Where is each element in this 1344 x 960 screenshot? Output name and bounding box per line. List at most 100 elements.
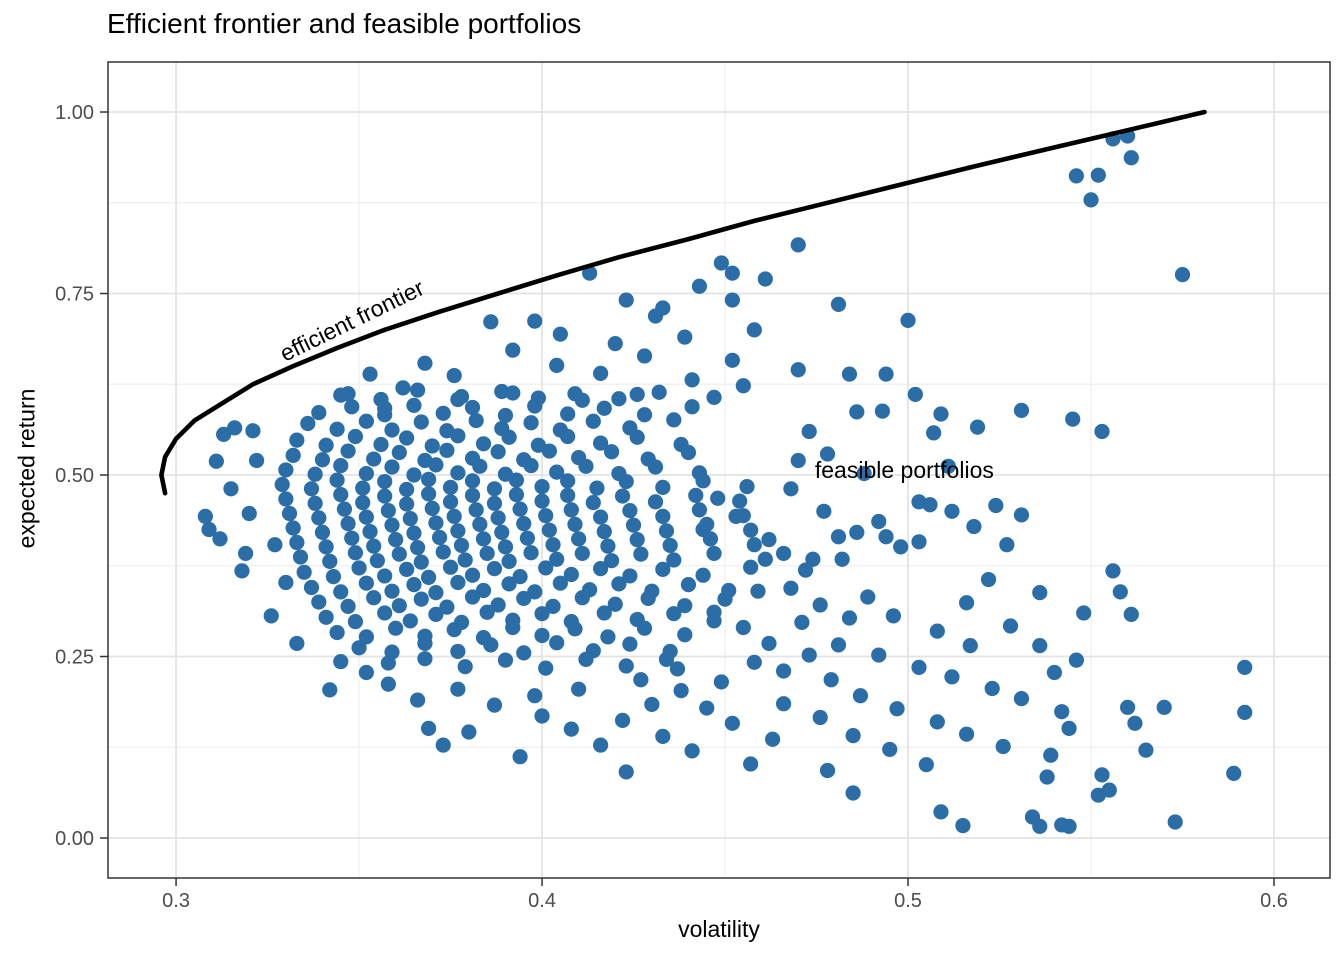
- scatter-point: [300, 415, 316, 432]
- scatter-point: [655, 561, 671, 577]
- scatter-point: [267, 537, 283, 553]
- scatter-point: [560, 473, 576, 489]
- scatter-point: [227, 420, 243, 436]
- scatter-point: [1068, 168, 1084, 184]
- scatter-point: [655, 479, 671, 495]
- scatter-point: [450, 523, 466, 539]
- scatter-point: [435, 405, 451, 421]
- scatter-point: [618, 292, 634, 308]
- scatter-point: [966, 518, 982, 535]
- scatter-point: [549, 551, 565, 567]
- scatter-point: [234, 563, 250, 579]
- scatter-point: [519, 530, 536, 546]
- scatter-point: [647, 459, 664, 475]
- scatter-point: [322, 682, 338, 698]
- scatter-point: [658, 651, 675, 668]
- scatter-point: [706, 613, 722, 629]
- scatter-point: [248, 452, 265, 469]
- scatter-point: [1046, 664, 1063, 681]
- scatter-point: [757, 551, 773, 567]
- scatter-point: [874, 403, 891, 419]
- scatter-point: [761, 532, 777, 548]
- scatter-point: [461, 724, 477, 740]
- scatter-point: [216, 426, 232, 442]
- scatter-point: [735, 508, 751, 524]
- scatter-point: [834, 551, 850, 567]
- x-tick-label: 0.5: [894, 890, 922, 912]
- scatter-point: [538, 508, 554, 524]
- scatter-point: [596, 524, 612, 540]
- scatter-point: [830, 637, 847, 653]
- scatter-point: [593, 365, 609, 381]
- scatter-point: [399, 561, 415, 577]
- scatter-point: [413, 554, 429, 570]
- scatter-point: [571, 681, 587, 697]
- scatter-point: [830, 296, 847, 313]
- scatter-point: [475, 582, 492, 599]
- scatter-point: [486, 495, 503, 511]
- scatter-point: [311, 510, 327, 526]
- scatter-point: [238, 545, 254, 562]
- scatter-point: [501, 553, 517, 570]
- scatter-point: [450, 643, 466, 660]
- scatter-point: [549, 635, 565, 651]
- scatter-point: [732, 493, 748, 509]
- scatter-point: [329, 421, 345, 437]
- scatter-point: [1123, 606, 1139, 622]
- scatter-point: [377, 407, 393, 423]
- scatter-point: [900, 312, 916, 328]
- scatter-point: [567, 516, 583, 532]
- scatter-point: [541, 522, 557, 538]
- scatter-point: [380, 676, 396, 692]
- scatter-point: [428, 457, 444, 473]
- scatter-point: [1123, 150, 1139, 166]
- scatter-point: [406, 467, 422, 483]
- scatter-point: [384, 422, 400, 438]
- scatter-point: [603, 553, 620, 569]
- scatter-point: [611, 391, 627, 407]
- scatter-point: [516, 645, 532, 661]
- scatter-point: [413, 591, 429, 607]
- scatter-point: [622, 502, 638, 519]
- scatter-point: [962, 638, 978, 654]
- scatter-point: [647, 494, 664, 510]
- scatter-point: [322, 553, 338, 570]
- scatter-point: [391, 444, 407, 461]
- scatter-point: [358, 509, 374, 525]
- scatter-point: [651, 384, 667, 400]
- scatter-point: [468, 412, 484, 429]
- y-tick-label: 1.00: [55, 102, 94, 124]
- scatter-point: [673, 683, 689, 699]
- scatter-point: [479, 545, 495, 562]
- axis-ticks: [100, 111, 1275, 886]
- scatter-point: [355, 494, 371, 511]
- scatter-point: [841, 366, 858, 382]
- scatter-point: [527, 313, 543, 329]
- scatter-point: [329, 624, 345, 641]
- scatter-point: [706, 545, 722, 562]
- scatter-point: [406, 525, 422, 541]
- scatter-point: [790, 452, 806, 469]
- scatter-point: [563, 721, 579, 737]
- scatter-point: [358, 629, 374, 645]
- scatter-point: [439, 599, 455, 615]
- scatter-point: [223, 481, 239, 497]
- scatter-point: [483, 314, 499, 330]
- scatter-point: [395, 380, 411, 396]
- scatter-point: [761, 635, 777, 652]
- scatter-point: [1237, 704, 1253, 721]
- scatter-point: [563, 566, 579, 583]
- scatter-point: [593, 737, 609, 753]
- scatter-point: [417, 651, 433, 667]
- scatter-point: [567, 386, 583, 402]
- scatter-point: [684, 399, 700, 415]
- scatter-point: [549, 464, 565, 480]
- scatter-point: [662, 537, 678, 554]
- scatter-point: [314, 524, 331, 540]
- y-tick-label: 0.75: [55, 284, 94, 306]
- x-tick-label: 0.6: [1260, 890, 1288, 912]
- scatter-point: [724, 292, 740, 308]
- scatter-point: [377, 605, 393, 621]
- scatter-point: [384, 459, 400, 475]
- frontier-curve: [159, 109, 1207, 496]
